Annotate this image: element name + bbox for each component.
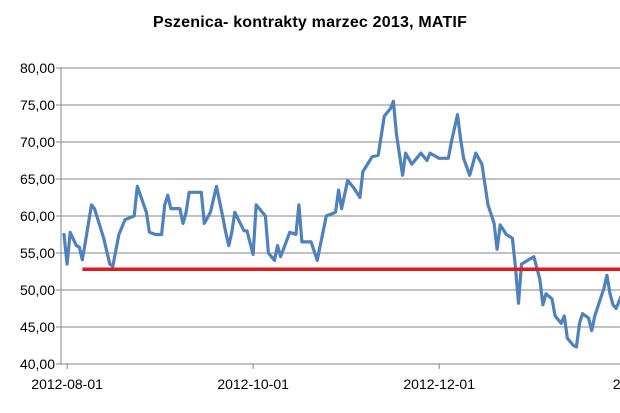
x-axis-ticks: 2012-08-01 2012-10-01 2012-12-01 2013 [31,364,620,392]
y-tick-label: 50,00 [20,282,55,298]
x-tick-label: 2012-08-01 [31,376,103,392]
chart-title: Pszenica- kontrakty marzec 2013, MATIF [152,14,468,31]
y-tick-label: 40,00 [20,356,55,372]
gridlines [61,67,620,328]
price-series-line [62,99,620,349]
x-tick-label: 2012-10-01 [217,376,289,392]
x-tick-label: 2012-12-01 [403,376,475,392]
y-tick-label: 65,00 [20,171,55,187]
y-tick-label: 55,00 [20,245,55,261]
y-tick-label: 60,00 [20,208,55,224]
y-tick-label: 45,00 [20,319,55,335]
y-tick-label: 70,00 [20,134,55,150]
x-tick-label: 2013 [613,376,620,392]
y-tick-label: 75,00 [20,97,55,113]
y-axis-ticks: 40,00 45,00 50,00 55,00 60,00 65,00 70,00 75,00… [20,60,61,372]
y-tick-label: 80,00 [20,60,55,76]
series-layer [62,99,620,349]
